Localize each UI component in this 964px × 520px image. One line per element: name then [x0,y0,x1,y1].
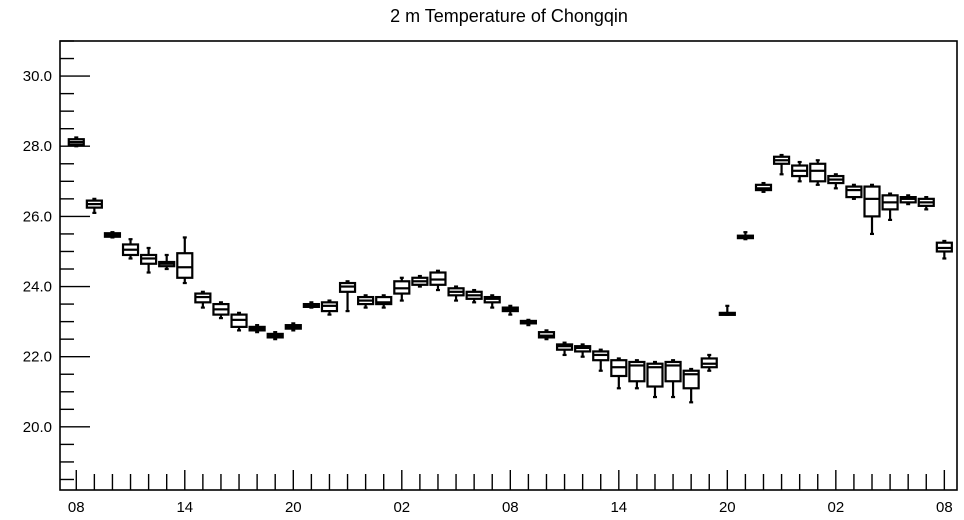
box-18 [393,276,411,302]
box-25 [519,318,537,327]
y-tick-label: 26.0 [23,208,52,225]
x-tick-label: 02 [827,499,844,516]
box-24 [501,304,519,316]
box-20 [429,269,447,292]
box-9 [230,311,248,332]
x-tick-label: 08 [936,499,953,516]
box-19 [411,274,429,288]
x-axis: 08 14 20 02 08 14 20 02 08 [68,470,953,516]
y-tick-label: 28.0 [23,138,52,155]
x-tick-label: 08 [502,499,519,516]
box-5 [158,253,176,271]
box-33 [664,359,682,399]
box-series [67,136,953,404]
box-body [664,360,682,383]
box-17 [375,294,393,309]
box-0 [67,136,85,148]
box-37 [736,231,755,241]
x-tick-label: 20 [285,499,302,516]
box-3 [121,238,140,260]
box-body [845,185,863,199]
y-tick-label: 22.0 [23,349,52,366]
box-44 [863,183,881,236]
box-11 [266,331,284,341]
y-tick-label: 20.0 [23,419,52,436]
box-40 [791,160,809,183]
box-32 [646,360,664,399]
box-23 [483,294,501,309]
box-39 [772,153,791,176]
box-4 [140,246,158,274]
box-36 [718,304,736,316]
x-tick-label: 14 [176,499,193,516]
box-42 [827,173,845,190]
box-body [809,162,827,183]
box-body [863,185,881,218]
box-35 [700,353,718,372]
chart-title: 2 m Temperature of Chongqin [390,6,628,26]
box-28 [574,343,592,358]
box-body [375,295,393,306]
y-axis: 20.0 22.0 24.0 26.0 28.0 30.0 [23,40,90,481]
box-27 [555,341,574,357]
box-38 [754,181,773,193]
x-tick-label: 02 [393,499,410,516]
box-7 [194,290,212,309]
box-46 [899,194,917,206]
box-34 [682,367,700,404]
box-2 [103,231,122,239]
x-tick-label: 14 [610,499,627,516]
box-31 [628,359,646,390]
y-tick-label: 24.0 [23,279,52,296]
plot-frame [59,40,958,491]
x-tick-label: 08 [68,499,85,516]
box-47 [917,195,935,211]
box-15 [338,280,357,313]
box-1 [85,197,103,214]
box-29 [592,348,610,372]
box-21 [447,285,465,302]
box-13 [302,301,320,309]
box-48 [935,239,953,260]
box-26 [537,329,556,341]
box-43 [845,183,863,200]
box-45 [881,192,899,221]
box-6 [176,236,194,285]
box-16 [357,294,375,309]
box-14 [320,299,339,316]
box-8 [212,301,230,320]
box-10 [248,324,266,334]
box-41 [809,159,827,186]
box-body [628,360,646,383]
box-22 [465,288,483,304]
x-tick-label: 20 [719,499,736,516]
box-30 [610,357,628,390]
y-tick-label: 30.0 [23,68,52,85]
box-body [176,252,194,279]
box-body [646,362,664,388]
box-12 [284,322,302,332]
